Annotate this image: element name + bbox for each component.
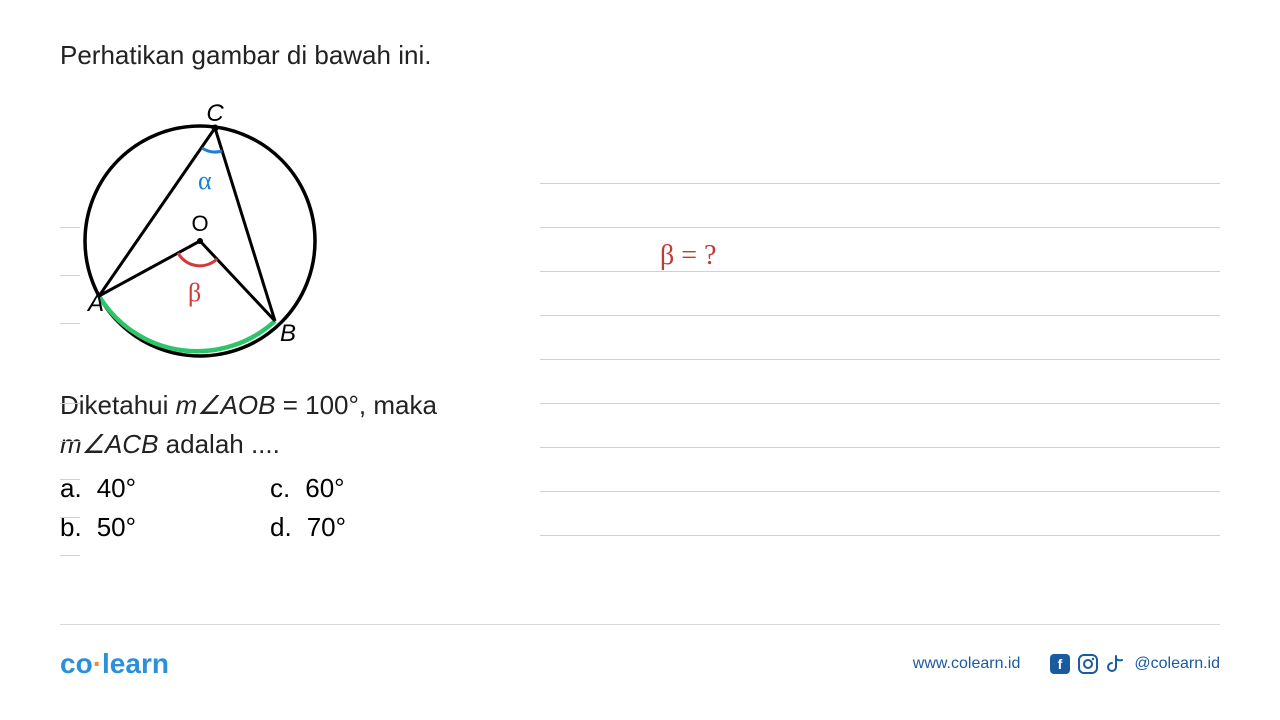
- given-value: = 100°, maka: [276, 390, 437, 420]
- social-handle[interactable]: @colearn.id: [1134, 655, 1220, 673]
- question-text: Diketahui m∠AOB = 100°, maka m∠ACB adala…: [60, 386, 540, 464]
- brand-logo: co·learn: [60, 648, 169, 680]
- facebook-icon[interactable]: f: [1050, 654, 1070, 674]
- angle-aob: m∠AOB: [176, 390, 276, 420]
- logo-learn: learn: [102, 648, 169, 679]
- angle-alpha-arc: [202, 148, 222, 152]
- label-alpha: α: [198, 166, 212, 195]
- label-o: O: [191, 211, 208, 236]
- footer-right: www.colearn.id f @colearn.id: [913, 654, 1220, 674]
- handwritten-annotation: β = ?: [660, 240, 716, 272]
- option-c[interactable]: c. 60°: [270, 469, 480, 508]
- options-grid: a. 40° c. 60° b. 50° d. 70°: [60, 469, 540, 547]
- line-oa: [99, 241, 200, 296]
- option-b[interactable]: b. 50°: [60, 508, 270, 547]
- logo-co: co: [60, 648, 93, 679]
- instagram-icon[interactable]: [1078, 654, 1098, 674]
- circle-diagram: C O A B α β: [70, 81, 330, 381]
- social-icons: f @colearn.id: [1050, 654, 1220, 674]
- option-d[interactable]: d. 70°: [270, 508, 480, 547]
- question-panel: Perhatikan gambar di bawah ini.: [60, 40, 540, 620]
- tiktok-icon[interactable]: [1106, 654, 1126, 674]
- option-a[interactable]: a. 40°: [60, 469, 270, 508]
- work-panel: β = ?: [540, 40, 1220, 620]
- question-suffix: adalah ....: [158, 429, 279, 459]
- line-cb: [215, 128, 275, 321]
- ruled-lines: [540, 140, 1220, 536]
- question-title: Perhatikan gambar di bawah ini.: [60, 40, 540, 71]
- footer-divider: [60, 624, 1220, 625]
- logo-dot: ·: [93, 648, 102, 679]
- label-beta: β: [188, 278, 201, 307]
- footer: co·learn www.colearn.id f @colearn.id: [60, 648, 1220, 680]
- label-a: A: [86, 290, 104, 317]
- svg-text:f: f: [1058, 656, 1063, 672]
- website-link[interactable]: www.colearn.id: [913, 655, 1021, 673]
- label-c: C: [206, 100, 224, 127]
- arc-ab: [99, 296, 275, 351]
- label-b: B: [280, 320, 296, 347]
